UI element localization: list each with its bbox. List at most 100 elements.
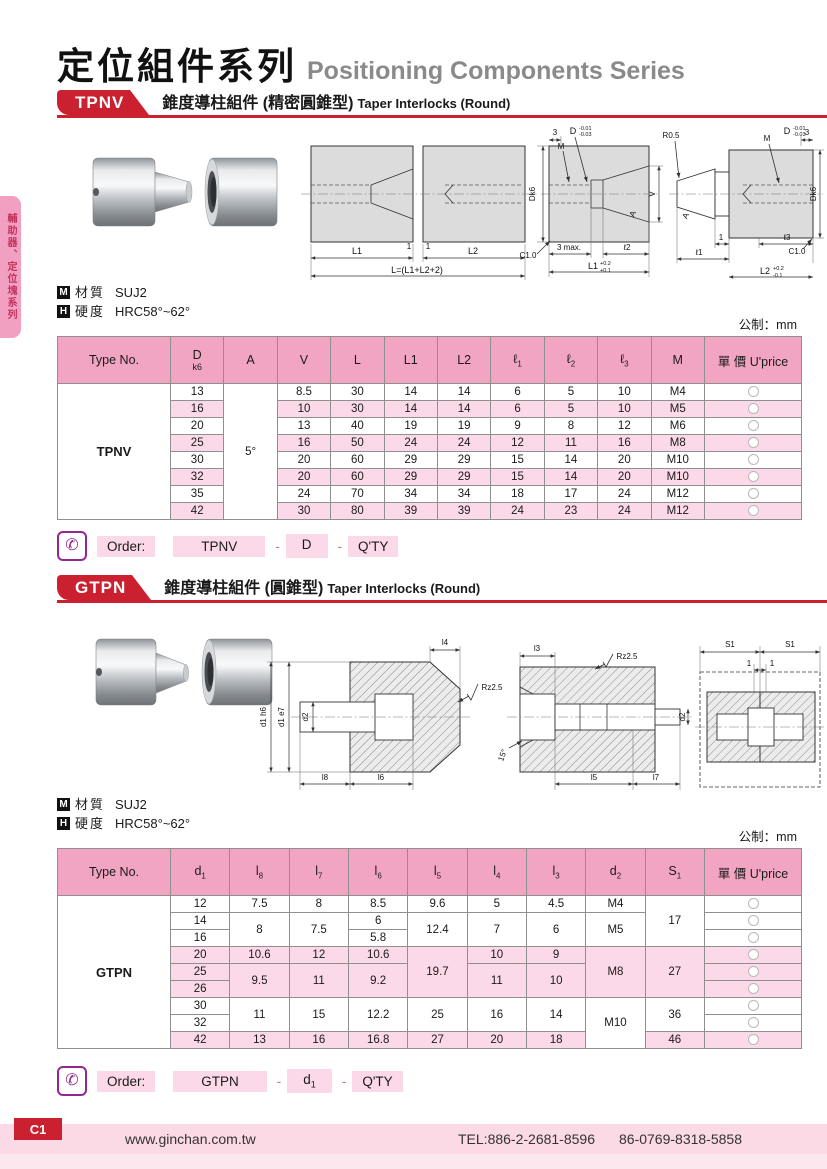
data-cell: 12.2 xyxy=(347,997,409,1032)
price-circle xyxy=(747,915,759,927)
data-cell: 16 xyxy=(466,997,527,1032)
price-circle xyxy=(747,420,759,432)
data-cell: 39 xyxy=(436,502,492,520)
svg-text:D: D xyxy=(570,126,577,136)
table-row: 32 xyxy=(58,1014,802,1032)
data-cell: 9.6 xyxy=(407,895,468,913)
data-cell: 5.8 xyxy=(347,929,409,947)
order-separator: - xyxy=(276,1073,282,1089)
price-circle xyxy=(747,403,759,415)
data-cell: M10 xyxy=(650,468,706,486)
svg-text:l6: l6 xyxy=(378,773,385,782)
data-cell: 9 xyxy=(525,946,587,964)
svg-text:S1: S1 xyxy=(785,640,795,649)
data-cell: 16.8 xyxy=(347,1031,409,1049)
data-cell: 9.2 xyxy=(347,963,409,998)
price-cell xyxy=(704,468,802,486)
price-cell xyxy=(704,1014,802,1032)
price-circle xyxy=(747,983,759,995)
order-label: Order: xyxy=(97,535,156,557)
price-circle xyxy=(747,386,759,398)
svg-text:1: 1 xyxy=(747,659,752,668)
hardness-value: HRC58°~62° xyxy=(115,304,191,319)
tpnv-order-row: ✆ Order: TPNV - D - Q'TY xyxy=(57,531,402,561)
data-cell: 24 xyxy=(276,485,332,503)
price-circle xyxy=(747,1017,759,1029)
svg-text:+0.1: +0.1 xyxy=(600,268,611,274)
order-label: Order: xyxy=(97,1070,156,1092)
tpnv-section-title: 錐度導柱組件 (精密圓錐型) Taper Interlocks (Round) xyxy=(162,89,510,115)
column-header: ℓ3 xyxy=(597,336,652,384)
data-cell: 8 xyxy=(288,895,349,913)
price-circle xyxy=(747,488,759,500)
data-cell: 30 xyxy=(330,383,385,401)
data-cell: 39 xyxy=(383,502,438,520)
price-circle xyxy=(747,437,759,449)
svg-text:1: 1 xyxy=(719,233,724,242)
footer-bar xyxy=(0,1124,827,1154)
tpnv-material-block: M 材質 SUJ2 H 硬度 HRC58°~62° xyxy=(57,284,190,322)
data-cell: 7.5 xyxy=(288,912,349,947)
gtpn-badge: GTPN xyxy=(57,575,152,600)
data-cell: 7.5 xyxy=(229,895,290,913)
svg-text:3: 3 xyxy=(805,128,810,137)
table-row: 42 30 80 39 39 24 23 24 M12 xyxy=(58,502,802,520)
data-cell: 25 xyxy=(407,997,468,1032)
svg-text:M: M xyxy=(764,134,771,143)
price-cell xyxy=(704,417,802,435)
data-cell: 50 xyxy=(330,434,385,452)
table-row: 30 11 15 12.2 25 16 14 M10 36 xyxy=(58,997,802,1049)
svg-text:L2: L2 xyxy=(760,266,770,276)
svg-text:-0.03: -0.03 xyxy=(793,132,806,138)
data-cell: 23 xyxy=(543,502,599,520)
footer-tel-1: TEL:886-2-2681-8596 xyxy=(458,1131,595,1147)
data-cell: 34 xyxy=(436,485,492,503)
data-cell: 16 xyxy=(276,434,332,452)
column-header: L2 xyxy=(436,336,492,384)
data-cell: 14 xyxy=(525,997,587,1032)
price-circle xyxy=(747,1034,759,1046)
svg-text:Dk6: Dk6 xyxy=(809,186,818,201)
price-circle xyxy=(747,949,759,961)
data-cell: 12.4 xyxy=(407,912,468,947)
data-cell: 5 xyxy=(543,400,599,418)
data-cell: 42 xyxy=(169,1031,231,1049)
data-cell: M10 xyxy=(585,997,646,1049)
column-header: Type No. xyxy=(57,848,171,896)
phone-icon: ✆ xyxy=(57,531,87,561)
data-cell: 10 xyxy=(466,946,527,964)
material-label: 材質 xyxy=(75,285,106,300)
table-row: 42 13 16 16.8 27 20 18 46 xyxy=(58,1031,802,1049)
svg-text:-0.01: -0.01 xyxy=(793,126,806,132)
column-header: L1 xyxy=(383,336,438,384)
svg-text:ℓ3: ℓ3 xyxy=(782,233,791,242)
column-header: S1 xyxy=(644,848,706,896)
data-cell: 24 xyxy=(436,434,492,452)
price-circle xyxy=(747,932,759,944)
page-title: 定位組件系列 Positioning Components Series xyxy=(57,36,685,90)
tpnv-product-photo xyxy=(92,157,278,227)
svg-text:d2: d2 xyxy=(678,712,687,721)
column-header: l3 xyxy=(525,848,587,896)
svg-text:l3: l3 xyxy=(534,644,541,653)
svg-text:L=(L1+L2+2): L=(L1+L2+2) xyxy=(391,265,443,275)
price-circle xyxy=(747,1000,759,1012)
price-cell xyxy=(704,485,802,503)
data-cell: 11 xyxy=(229,997,290,1032)
data-cell: 12 xyxy=(288,946,349,964)
data-cell: 30 xyxy=(330,400,385,418)
metric-note: 公制：mm xyxy=(738,318,797,332)
data-cell: 24 xyxy=(490,502,545,520)
page-title-zh: 定位組件系列 xyxy=(57,46,297,87)
data-cell: 5° xyxy=(223,383,278,520)
price-cell xyxy=(704,946,802,964)
price-cell xyxy=(704,895,802,913)
data-cell: 10.6 xyxy=(347,946,409,964)
data-cell: 30 xyxy=(169,451,225,469)
column-header: M xyxy=(650,336,706,384)
data-cell: 29 xyxy=(383,468,438,486)
page-code-badge: C1 xyxy=(14,1118,62,1140)
price-circle xyxy=(747,471,759,483)
